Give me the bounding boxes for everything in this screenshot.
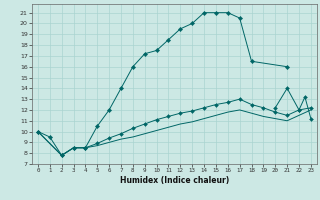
- X-axis label: Humidex (Indice chaleur): Humidex (Indice chaleur): [120, 176, 229, 185]
